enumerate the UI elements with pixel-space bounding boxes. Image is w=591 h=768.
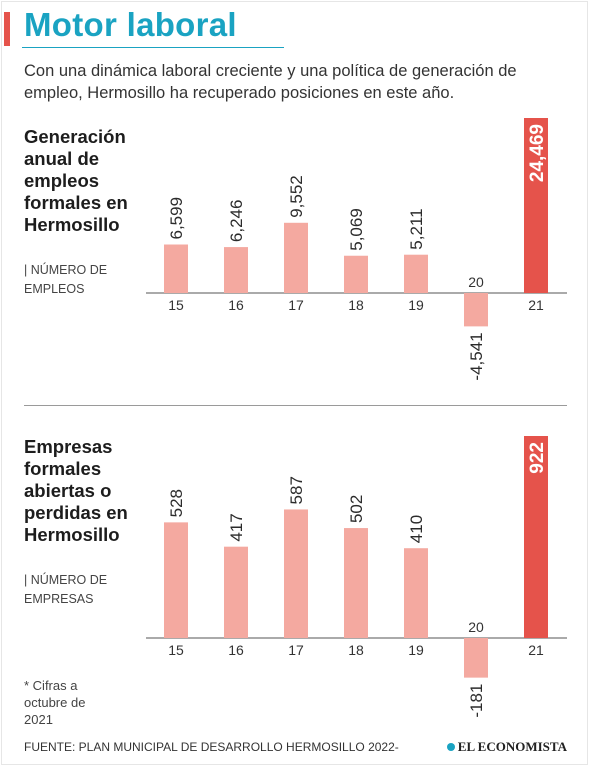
companies-value-label: 922: [527, 442, 548, 474]
jobs-bar-18: [344, 255, 368, 293]
jobs-category-label: 16: [228, 297, 244, 313]
companies-value-label: -181: [467, 684, 486, 718]
jobs-category-label: 20: [468, 274, 484, 290]
jobs-bar-chart: 15 6,599 16 6,246 17 9,552 18 5,069 19 5,211 20 -4,…: [146, 118, 567, 381]
companies-bar-18: [344, 528, 368, 638]
companies-value-label: 587: [287, 476, 306, 504]
jobs-category-label: 15: [168, 297, 184, 313]
companies-category-label: 16: [228, 642, 244, 658]
companies-category-label: 21: [528, 642, 544, 658]
chart-1-unit-label: | NÚMERO DE EMPLEOS: [24, 263, 108, 296]
companies-bar-17: [284, 509, 308, 638]
jobs-bar-15: [164, 244, 188, 293]
companies-bar-20: [464, 638, 488, 678]
page-subtitle: Con una dinámica laboral creciente y una…: [24, 62, 517, 102]
jobs-bar-16: [224, 247, 248, 293]
companies-category-label: 17: [288, 642, 304, 658]
companies-value-label: 410: [407, 515, 426, 543]
jobs-value-label: 9,552: [287, 175, 306, 218]
jobs-value-label: 5,069: [347, 208, 366, 251]
brand-logo: EL ECONOMISTA: [446, 739, 567, 755]
jobs-value-label: 6,599: [167, 197, 186, 240]
brand-name: EL ECONOMISTA: [457, 739, 567, 754]
jobs-category-label: 18: [348, 297, 364, 313]
jobs-bar-21: [524, 118, 548, 293]
companies-bar-16: [224, 546, 248, 638]
title-underline: [22, 47, 284, 48]
jobs-category-label: 19: [408, 297, 424, 313]
jobs-category-label: 21: [528, 297, 544, 313]
footnote: * Cifras a octubre de 2021: [24, 678, 86, 727]
section-divider: [24, 405, 567, 406]
jobs-bar-20: [464, 293, 488, 327]
chart-2-unit-label: | NÚMERO DE EMPRESAS: [24, 573, 108, 606]
title-accent-bar: [4, 12, 10, 46]
page-title: Motor laboral: [24, 6, 237, 43]
companies-category-label: 19: [408, 642, 424, 658]
companies-bar-15: [164, 522, 188, 638]
jobs-value-label: 5,211: [407, 208, 426, 249]
jobs-bar-17: [284, 222, 308, 293]
source-note: FUENTE: PLAN MUNICIPAL DE DESARROLLO HER…: [24, 740, 399, 754]
chart-2-title: Empresas formales abiertas o perdidas en…: [24, 436, 128, 545]
companies-bar-19: [404, 548, 428, 638]
jobs-bar-19: [404, 254, 428, 293]
companies-category-label: 20: [468, 619, 484, 635]
companies-bar-chart: 15 528 16 417 17 587 18 502 19 410 20 -181 21 922: [146, 436, 567, 718]
chart-1-title: Generación anual de empleos formales en …: [24, 126, 128, 235]
companies-value-label: 528: [167, 489, 186, 517]
jobs-value-label: -4,541: [467, 332, 486, 380]
jobs-category-label: 17: [288, 297, 304, 313]
jobs-value-label: 6,246: [227, 200, 246, 243]
companies-category-label: 15: [168, 642, 184, 658]
companies-bar-21: [524, 436, 548, 638]
brand-globe-icon: [446, 743, 455, 751]
jobs-value-label: 24,469: [527, 124, 548, 182]
companies-category-label: 18: [348, 642, 364, 658]
companies-value-label: 502: [347, 495, 366, 523]
companies-value-label: 417: [227, 513, 246, 541]
